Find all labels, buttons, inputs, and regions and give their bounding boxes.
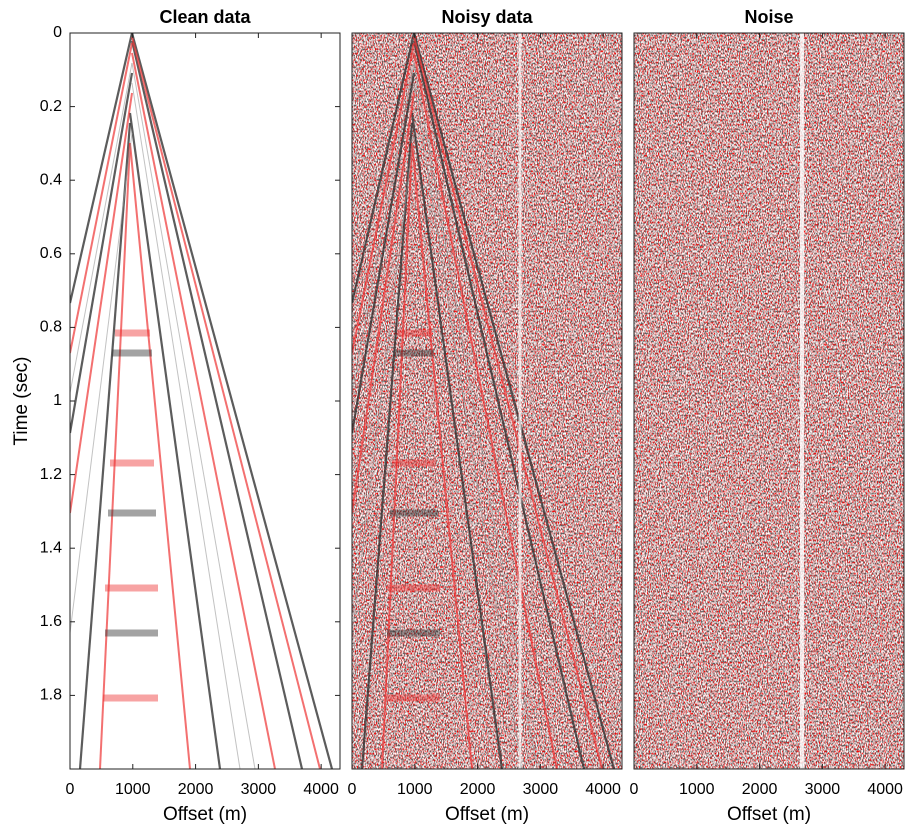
x-tick-label: 3000 (241, 781, 277, 798)
x-tick-label: 3000 (805, 781, 841, 798)
x-tick-label: 0 (348, 781, 357, 798)
x-tick-label: 1000 (679, 781, 715, 798)
x-tick-label: 0 (66, 781, 75, 798)
x-tick-label: 4000 (303, 781, 339, 798)
x-axis-label: Offset (m) (727, 804, 811, 825)
y-tick-label: 1 (53, 392, 62, 409)
panel-image (352, 33, 622, 769)
axes-frame (351, 32, 623, 770)
x-tick-label: 3000 (523, 781, 559, 798)
x-axis-label: Offset (m) (445, 804, 529, 825)
x-tick-label: 2000 (178, 781, 214, 798)
panel-image (70, 33, 332, 769)
panel-title: Noise (744, 7, 793, 27)
x-tick-label: 1000 (397, 781, 433, 798)
x-tick-label: 2000 (460, 781, 496, 798)
y-tick-label: 1.2 (40, 466, 62, 483)
x-tick-label: 0 (630, 781, 639, 798)
panel-title: Clean data (159, 7, 251, 27)
y-tick-label: 0 (53, 24, 62, 41)
x-tick-label: 4000 (585, 781, 621, 798)
axes-frame (633, 32, 905, 770)
y-tick-label: 0.6 (40, 245, 62, 262)
y-axis-label: Time (sec) (11, 356, 32, 445)
x-tick-label: 1000 (115, 781, 151, 798)
panel-image (634, 33, 904, 769)
y-tick-label: 0.2 (40, 98, 62, 115)
x-tick-label: 2000 (742, 781, 778, 798)
y-tick-label: 1.4 (40, 539, 62, 556)
x-axis-label: Offset (m) (163, 804, 247, 825)
y-tick-label: 0.8 (40, 319, 62, 336)
panel-title: Noisy data (441, 7, 533, 27)
y-tick-label: 0.4 (40, 171, 62, 188)
x-tick-label: 4000 (867, 781, 903, 798)
y-tick-label: 1.6 (40, 613, 62, 630)
y-tick-label: 1.8 (40, 687, 62, 704)
